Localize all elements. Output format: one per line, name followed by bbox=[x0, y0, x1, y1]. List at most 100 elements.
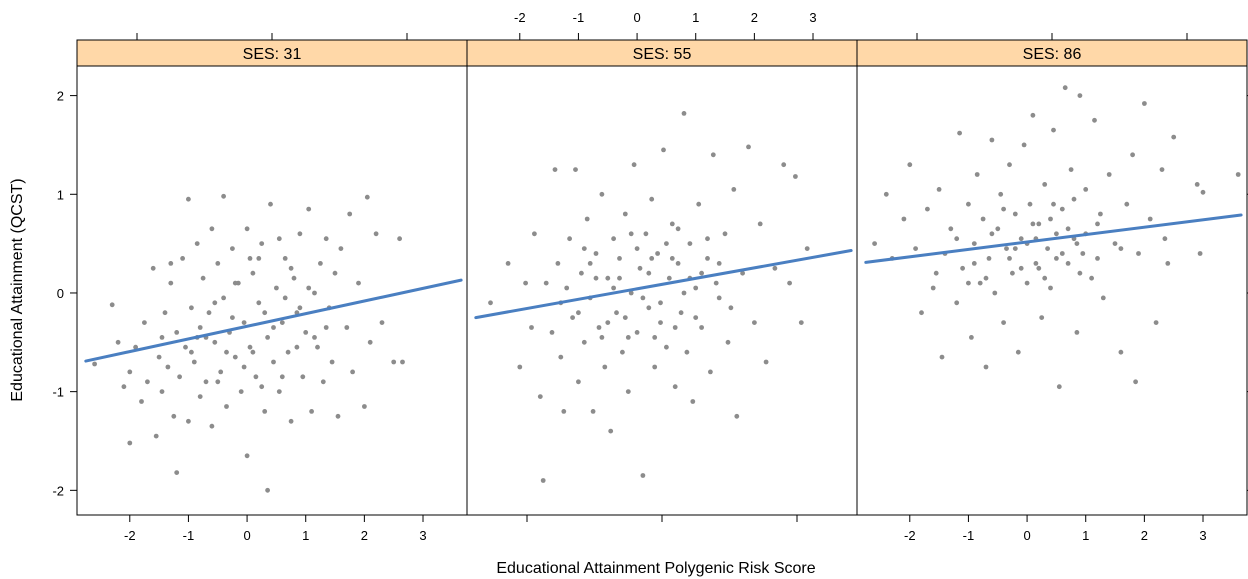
data-point bbox=[279, 374, 285, 380]
data-point bbox=[1095, 256, 1100, 261]
x-tick-label: 2 bbox=[1141, 528, 1148, 543]
x-tick-label-top: -2 bbox=[514, 10, 526, 25]
data-point bbox=[581, 339, 587, 345]
data-point bbox=[652, 335, 658, 340]
data-point bbox=[291, 275, 297, 281]
data-point bbox=[230, 315, 235, 320]
panel-3: SES: 86 bbox=[856, 39, 1248, 516]
data-point bbox=[722, 231, 728, 237]
y-tick-label: 2 bbox=[57, 89, 64, 104]
data-point bbox=[989, 137, 995, 143]
points-group bbox=[92, 193, 405, 493]
data-point bbox=[1018, 236, 1024, 242]
data-point bbox=[684, 349, 690, 355]
data-point bbox=[1012, 246, 1018, 252]
data-point bbox=[523, 280, 528, 286]
data-point bbox=[883, 191, 889, 197]
data-point bbox=[646, 305, 652, 311]
data-point bbox=[652, 364, 658, 370]
data-point bbox=[221, 193, 227, 199]
data-point bbox=[312, 335, 317, 340]
x-tick-label: -1 bbox=[183, 528, 195, 543]
data-point bbox=[1062, 85, 1068, 91]
data-point bbox=[907, 162, 913, 168]
data-point bbox=[1021, 142, 1027, 148]
data-point bbox=[1001, 206, 1006, 212]
data-point bbox=[605, 320, 611, 325]
data-point bbox=[608, 428, 614, 434]
data-point bbox=[617, 256, 622, 261]
data-point bbox=[367, 339, 373, 345]
data-point bbox=[933, 270, 939, 276]
x-tick-label: -2 bbox=[904, 528, 916, 543]
data-point bbox=[303, 330, 309, 335]
panel-2: SES: 55 bbox=[466, 39, 858, 516]
data-point bbox=[127, 440, 133, 446]
y-tick-label: -1 bbox=[52, 385, 64, 400]
data-point bbox=[1080, 251, 1086, 256]
data-point bbox=[1194, 182, 1200, 187]
data-point bbox=[505, 261, 511, 266]
x-tick-label: 3 bbox=[419, 528, 426, 543]
x-tick-label: 0 bbox=[1023, 528, 1030, 543]
data-point bbox=[543, 280, 549, 286]
data-point bbox=[262, 310, 268, 316]
data-point bbox=[672, 384, 678, 390]
data-point bbox=[206, 310, 212, 316]
data-point bbox=[995, 226, 1001, 232]
data-point bbox=[159, 389, 165, 394]
data-point bbox=[212, 339, 218, 345]
data-point bbox=[259, 241, 265, 247]
data-point bbox=[259, 384, 265, 390]
data-point bbox=[646, 270, 652, 276]
data-point bbox=[587, 261, 593, 266]
data-point bbox=[919, 310, 924, 316]
data-point bbox=[1159, 167, 1165, 173]
data-point bbox=[640, 295, 646, 301]
data-point bbox=[664, 241, 669, 247]
y-axis-title: Educational Attainment (QCST) bbox=[9, 178, 26, 401]
panel-1: SES: 31 bbox=[76, 39, 468, 516]
axes-layer: -2 -1 0 1 2 -2 -2 -2 -1 -1 -1 0 0 0 1 1 1 2 2 2 3 3 3 bbox=[52, 10, 1248, 543]
data-point bbox=[215, 261, 221, 266]
data-point bbox=[693, 315, 699, 320]
data-point bbox=[180, 256, 186, 261]
data-point bbox=[391, 359, 397, 365]
data-point bbox=[115, 339, 121, 345]
data-point bbox=[989, 231, 995, 237]
data-point bbox=[1012, 211, 1018, 217]
data-point bbox=[1030, 221, 1036, 227]
data-point bbox=[664, 344, 669, 350]
data-point bbox=[1048, 285, 1053, 291]
data-point bbox=[400, 359, 405, 365]
data-point bbox=[1124, 201, 1130, 207]
data-point bbox=[488, 300, 493, 306]
data-point bbox=[517, 364, 523, 370]
data-point bbox=[200, 275, 206, 281]
x-tick-label: 3 bbox=[1199, 528, 1206, 543]
fit-line bbox=[864, 213, 1243, 264]
data-point bbox=[954, 236, 960, 242]
data-point bbox=[1036, 221, 1042, 227]
data-point bbox=[1059, 251, 1065, 256]
data-point bbox=[1165, 261, 1171, 266]
data-point bbox=[1045, 246, 1050, 252]
data-point bbox=[787, 280, 792, 286]
data-point bbox=[274, 285, 279, 291]
x-tick-label-top: 3 bbox=[809, 10, 816, 25]
data-point bbox=[1068, 167, 1074, 173]
data-point bbox=[362, 404, 367, 409]
data-point bbox=[690, 399, 696, 404]
data-point bbox=[218, 369, 224, 375]
data-point bbox=[746, 144, 751, 150]
strip-background bbox=[76, 39, 468, 67]
data-point bbox=[162, 310, 168, 316]
data-point bbox=[142, 320, 147, 325]
data-point bbox=[579, 270, 584, 276]
data-point bbox=[969, 335, 974, 340]
x-tick-label: 1 bbox=[302, 528, 309, 543]
data-point bbox=[109, 302, 115, 308]
data-point bbox=[1007, 256, 1012, 261]
data-point bbox=[581, 246, 587, 252]
points-group bbox=[488, 111, 810, 483]
